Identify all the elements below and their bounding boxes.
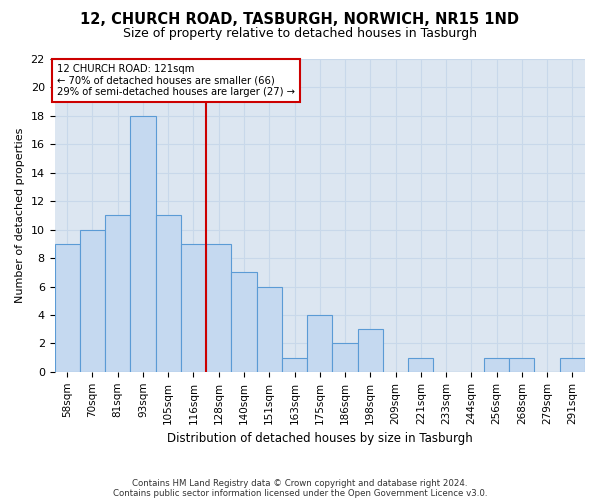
Bar (282, 358, 307, 372)
Text: Contains public sector information licensed under the Open Government Licence v3: Contains public sector information licen… (113, 488, 487, 498)
Text: Contains HM Land Registry data © Crown copyright and database right 2024.: Contains HM Land Registry data © Crown c… (132, 478, 468, 488)
Bar (232, 272, 257, 372)
Bar (105, 216, 130, 372)
Bar (181, 244, 206, 372)
Bar (408, 358, 433, 372)
Bar (332, 344, 358, 372)
Bar (80, 230, 105, 372)
Bar (560, 358, 585, 372)
Bar (358, 329, 383, 372)
Y-axis label: Number of detached properties: Number of detached properties (15, 128, 25, 303)
Bar (307, 315, 332, 372)
Text: 12 CHURCH ROAD: 121sqm
← 70% of detached houses are smaller (66)
29% of semi-det: 12 CHURCH ROAD: 121sqm ← 70% of detached… (57, 64, 295, 97)
Bar (484, 358, 509, 372)
Bar (509, 358, 535, 372)
X-axis label: Distribution of detached houses by size in Tasburgh: Distribution of detached houses by size … (167, 432, 473, 445)
Bar (155, 216, 181, 372)
Bar (130, 116, 155, 372)
Text: Size of property relative to detached houses in Tasburgh: Size of property relative to detached ho… (123, 28, 477, 40)
Text: 12, CHURCH ROAD, TASBURGH, NORWICH, NR15 1ND: 12, CHURCH ROAD, TASBURGH, NORWICH, NR15… (80, 12, 520, 28)
Bar (257, 286, 282, 372)
Bar (206, 244, 232, 372)
Bar (55, 244, 80, 372)
